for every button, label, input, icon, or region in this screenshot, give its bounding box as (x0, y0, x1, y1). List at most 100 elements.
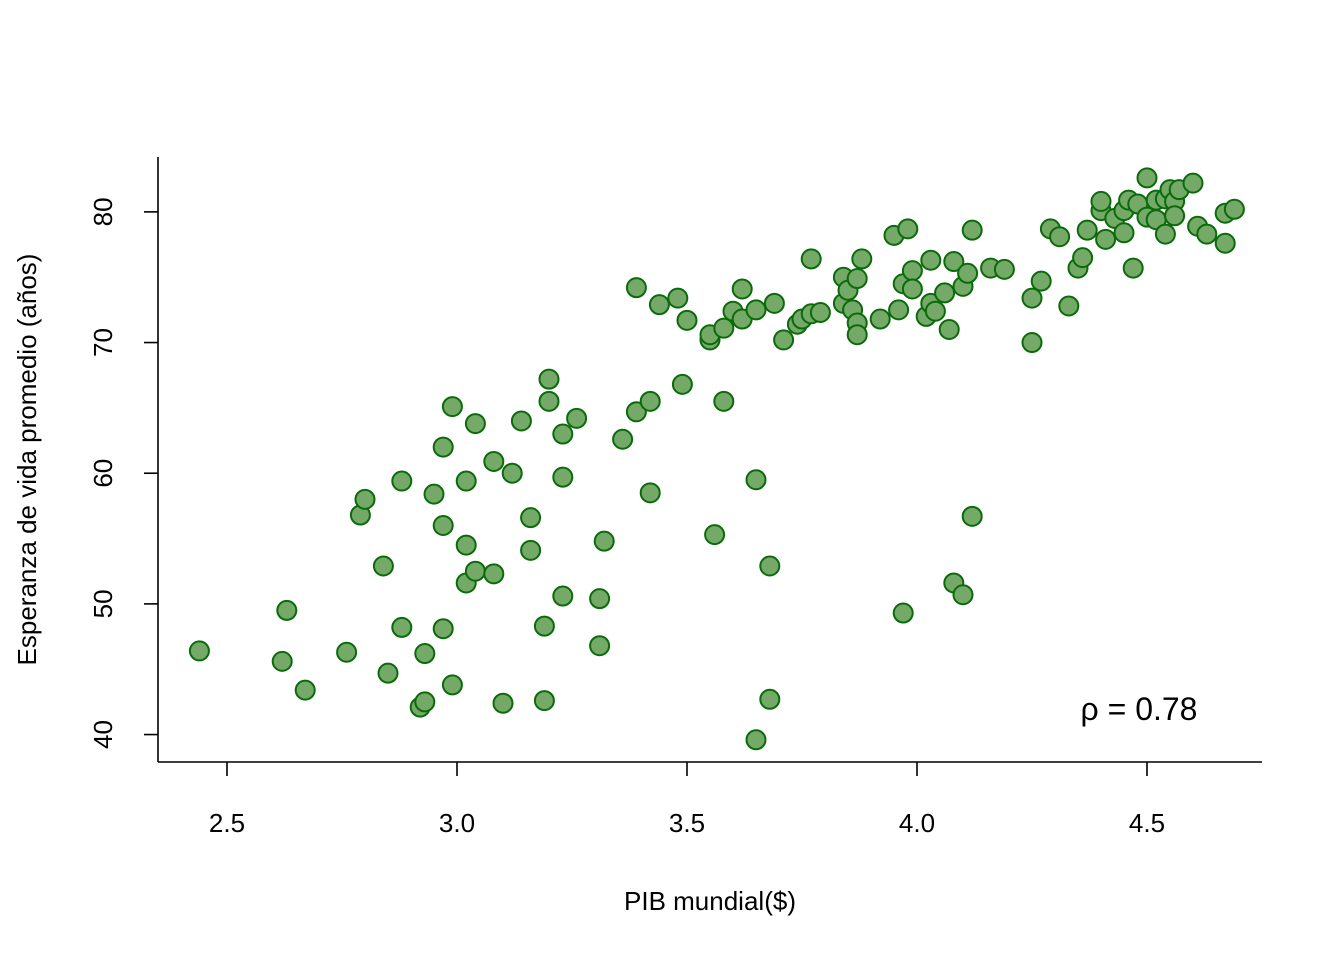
x-tick-label: 4.5 (1129, 808, 1165, 838)
data-point (957, 262, 979, 284)
data-point (676, 309, 698, 331)
data-point (377, 662, 399, 684)
data-point (846, 268, 868, 290)
data-point (432, 618, 454, 640)
data-point (589, 635, 611, 657)
data-point (934, 282, 956, 304)
data-point (483, 450, 505, 472)
data-point (414, 643, 436, 665)
data-point (441, 396, 463, 418)
data-point (612, 428, 634, 450)
data-point (851, 248, 873, 270)
data-point (464, 413, 486, 435)
data-point (520, 539, 542, 561)
x-axis-title: PIB mundial($) (624, 886, 796, 916)
data-point (648, 294, 670, 316)
data-point (510, 410, 532, 432)
data-point (1122, 257, 1144, 279)
data-point (1049, 226, 1071, 248)
data-point (1095, 228, 1117, 250)
data-point (961, 505, 983, 527)
data-point (414, 691, 436, 713)
data-point (759, 688, 781, 710)
data-point (432, 436, 454, 458)
data-point (1072, 247, 1094, 269)
y-tick-label: 50 (88, 589, 118, 618)
data-point (713, 390, 735, 412)
data-point (276, 599, 298, 621)
data-point (552, 585, 574, 607)
data-point (920, 249, 942, 271)
data-point (1164, 205, 1186, 227)
data-point (773, 329, 795, 351)
y-tick-label: 80 (88, 197, 118, 226)
y-tick-label: 40 (88, 720, 118, 749)
data-point (464, 560, 486, 582)
data-point (455, 534, 477, 556)
data-point (625, 277, 647, 299)
x-tick-label: 3.5 (669, 808, 705, 838)
data-point (745, 469, 767, 491)
data-point (188, 640, 210, 662)
data-point (1196, 223, 1218, 245)
data-point (533, 690, 555, 712)
data-point (943, 251, 965, 273)
data-point (713, 317, 735, 339)
data-point (1021, 287, 1043, 309)
data-point (501, 462, 523, 484)
data-point (423, 483, 445, 505)
x-tick-label: 2.5 (209, 808, 245, 838)
data-point (1021, 332, 1043, 354)
data-point (888, 299, 910, 321)
data-point (961, 219, 983, 241)
data-point (1090, 190, 1112, 212)
data-point (745, 729, 767, 751)
y-axis-title: Esperanza de vida promedio (años) (12, 254, 42, 666)
data-point (639, 390, 661, 412)
data-point (1223, 198, 1245, 220)
data-point (625, 401, 647, 423)
data-point (593, 530, 615, 552)
data-point (538, 390, 560, 412)
data-point (846, 324, 868, 346)
data-point (897, 218, 919, 240)
data-point (336, 641, 358, 663)
x-tick-label: 4.0 (899, 808, 935, 838)
data-point (1058, 295, 1080, 317)
data-point (924, 300, 946, 322)
data-point (294, 679, 316, 701)
data-point (372, 555, 394, 577)
data-point (1154, 223, 1176, 245)
data-point (520, 507, 542, 529)
data-point (552, 466, 574, 488)
data-point (901, 260, 923, 282)
data-point (391, 616, 413, 638)
data-point (763, 292, 785, 314)
data-point (704, 524, 726, 546)
y-tick-label: 60 (88, 459, 118, 488)
data-point (892, 602, 914, 624)
data-point (869, 308, 891, 330)
data-point (731, 278, 753, 300)
data-point (671, 373, 693, 395)
data-point (432, 514, 454, 536)
data-point (1182, 172, 1204, 194)
correlation-annotation: ρ = 0.78 (1081, 691, 1198, 727)
data-point (271, 650, 293, 672)
data-point (455, 470, 477, 492)
data-point (809, 301, 831, 323)
data-point (483, 563, 505, 585)
y-tick-label: 70 (88, 328, 118, 357)
data-point (639, 482, 661, 504)
data-point (1030, 270, 1052, 292)
data-point (552, 423, 574, 445)
x-axis-ticks: 2.5 3.0 3.5 4.0 4.5 (209, 762, 1165, 838)
data-points (188, 167, 1245, 751)
data-point (1214, 232, 1236, 254)
data-point (533, 615, 555, 637)
x-tick-label: 3.0 (439, 808, 475, 838)
data-point (1113, 222, 1135, 244)
data-point (938, 318, 960, 340)
data-point (391, 470, 413, 492)
